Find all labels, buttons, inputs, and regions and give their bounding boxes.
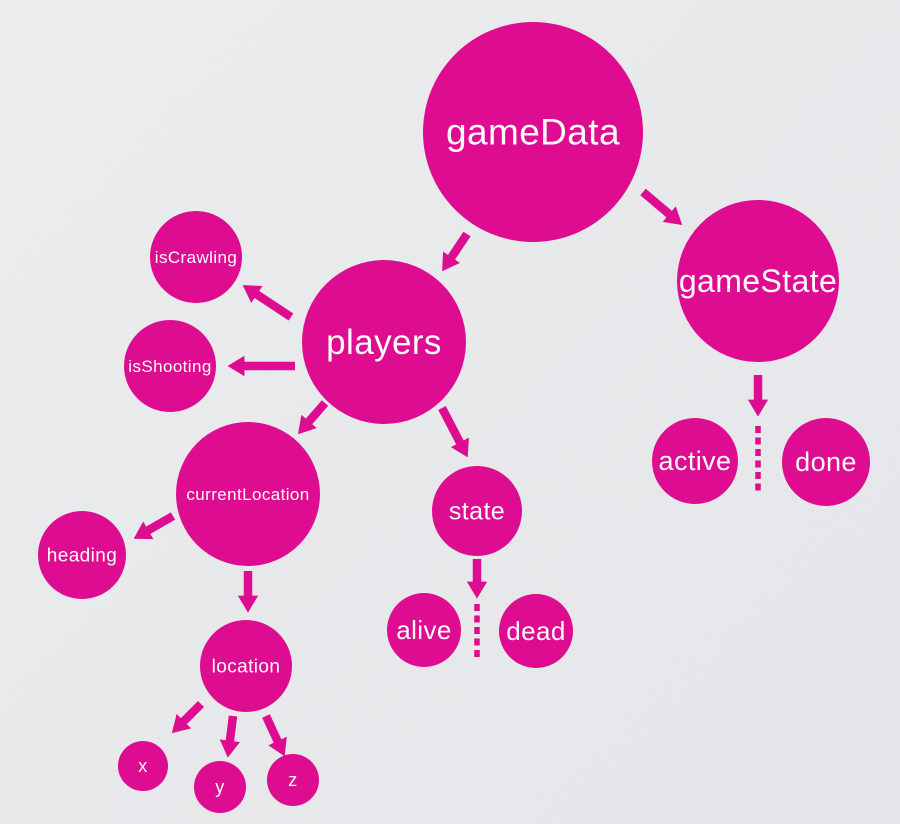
node-circle-done <box>782 418 870 506</box>
nodes-layer: gameData gameState players isCrawling isShoo… <box>38 22 870 813</box>
node-label-z: z <box>288 770 297 790</box>
node-gameData: gameData <box>423 22 643 242</box>
node-circle-heading <box>38 511 126 599</box>
node-label-gameState: gameState <box>679 263 837 299</box>
node-label-alive: alive <box>396 615 451 645</box>
node-state: state <box>432 466 522 556</box>
arrow-players-to-isCrawling <box>242 285 294 321</box>
node-circle-gameData <box>423 22 643 242</box>
node-circle-isShooting <box>124 320 216 412</box>
node-z: z <box>267 754 319 806</box>
node-done: done <box>782 418 870 506</box>
node-x: x <box>118 741 168 791</box>
edges-layer <box>133 188 769 758</box>
arrow-gameData-to-players <box>442 231 471 272</box>
node-label-x: x <box>138 756 147 776</box>
node-location: location <box>200 620 292 712</box>
node-circle-players <box>302 260 466 424</box>
node-label-active: active <box>659 446 732 476</box>
node-isShooting: isShooting <box>124 320 216 412</box>
arrow-location-to-y <box>219 715 241 758</box>
node-label-heading: heading <box>47 545 117 566</box>
node-label-isCrawling: isCrawling <box>155 248 237 267</box>
node-circle-state <box>432 466 522 556</box>
node-circle-active <box>652 418 738 504</box>
node-label-location: location <box>212 656 281 677</box>
node-players: players <box>302 260 466 424</box>
node-circle-z <box>267 754 319 806</box>
arrow-location-to-z <box>262 714 287 757</box>
node-circle-isCrawling <box>150 211 242 303</box>
node-y: y <box>194 761 246 813</box>
node-label-dead: dead <box>506 616 565 646</box>
node-label-currentLocation: currentLocation <box>186 485 309 504</box>
node-active: active <box>652 418 738 504</box>
node-circle-x <box>118 741 168 791</box>
arrow-location-to-x <box>171 700 205 734</box>
node-gameState: gameState <box>677 200 839 362</box>
node-circle-currentLocation <box>176 422 320 566</box>
arrow-gameData-to-gameState <box>640 188 683 226</box>
node-label-state: state <box>449 498 505 526</box>
node-heading: heading <box>38 511 126 599</box>
node-isCrawling: isCrawling <box>150 211 242 303</box>
arrow-players-to-currentLocation <box>297 400 329 435</box>
node-dead: dead <box>499 594 573 668</box>
arrow-players-to-state <box>438 406 469 458</box>
node-label-players: players <box>326 323 442 362</box>
node-label-done: done <box>795 447 857 477</box>
node-circle-location <box>200 620 292 712</box>
arrow-currentLocation-to-heading <box>133 512 176 540</box>
node-label-y: y <box>215 777 224 797</box>
node-currentLocation: currentLocation <box>176 422 320 566</box>
node-circle-dead <box>499 594 573 668</box>
node-alive: alive <box>387 593 461 667</box>
node-label-gameData: gameData <box>446 112 620 153</box>
node-circle-gameState <box>677 200 839 362</box>
node-label-isShooting: isShooting <box>128 357 211 376</box>
node-circle-y <box>194 761 246 813</box>
node-circle-alive <box>387 593 461 667</box>
